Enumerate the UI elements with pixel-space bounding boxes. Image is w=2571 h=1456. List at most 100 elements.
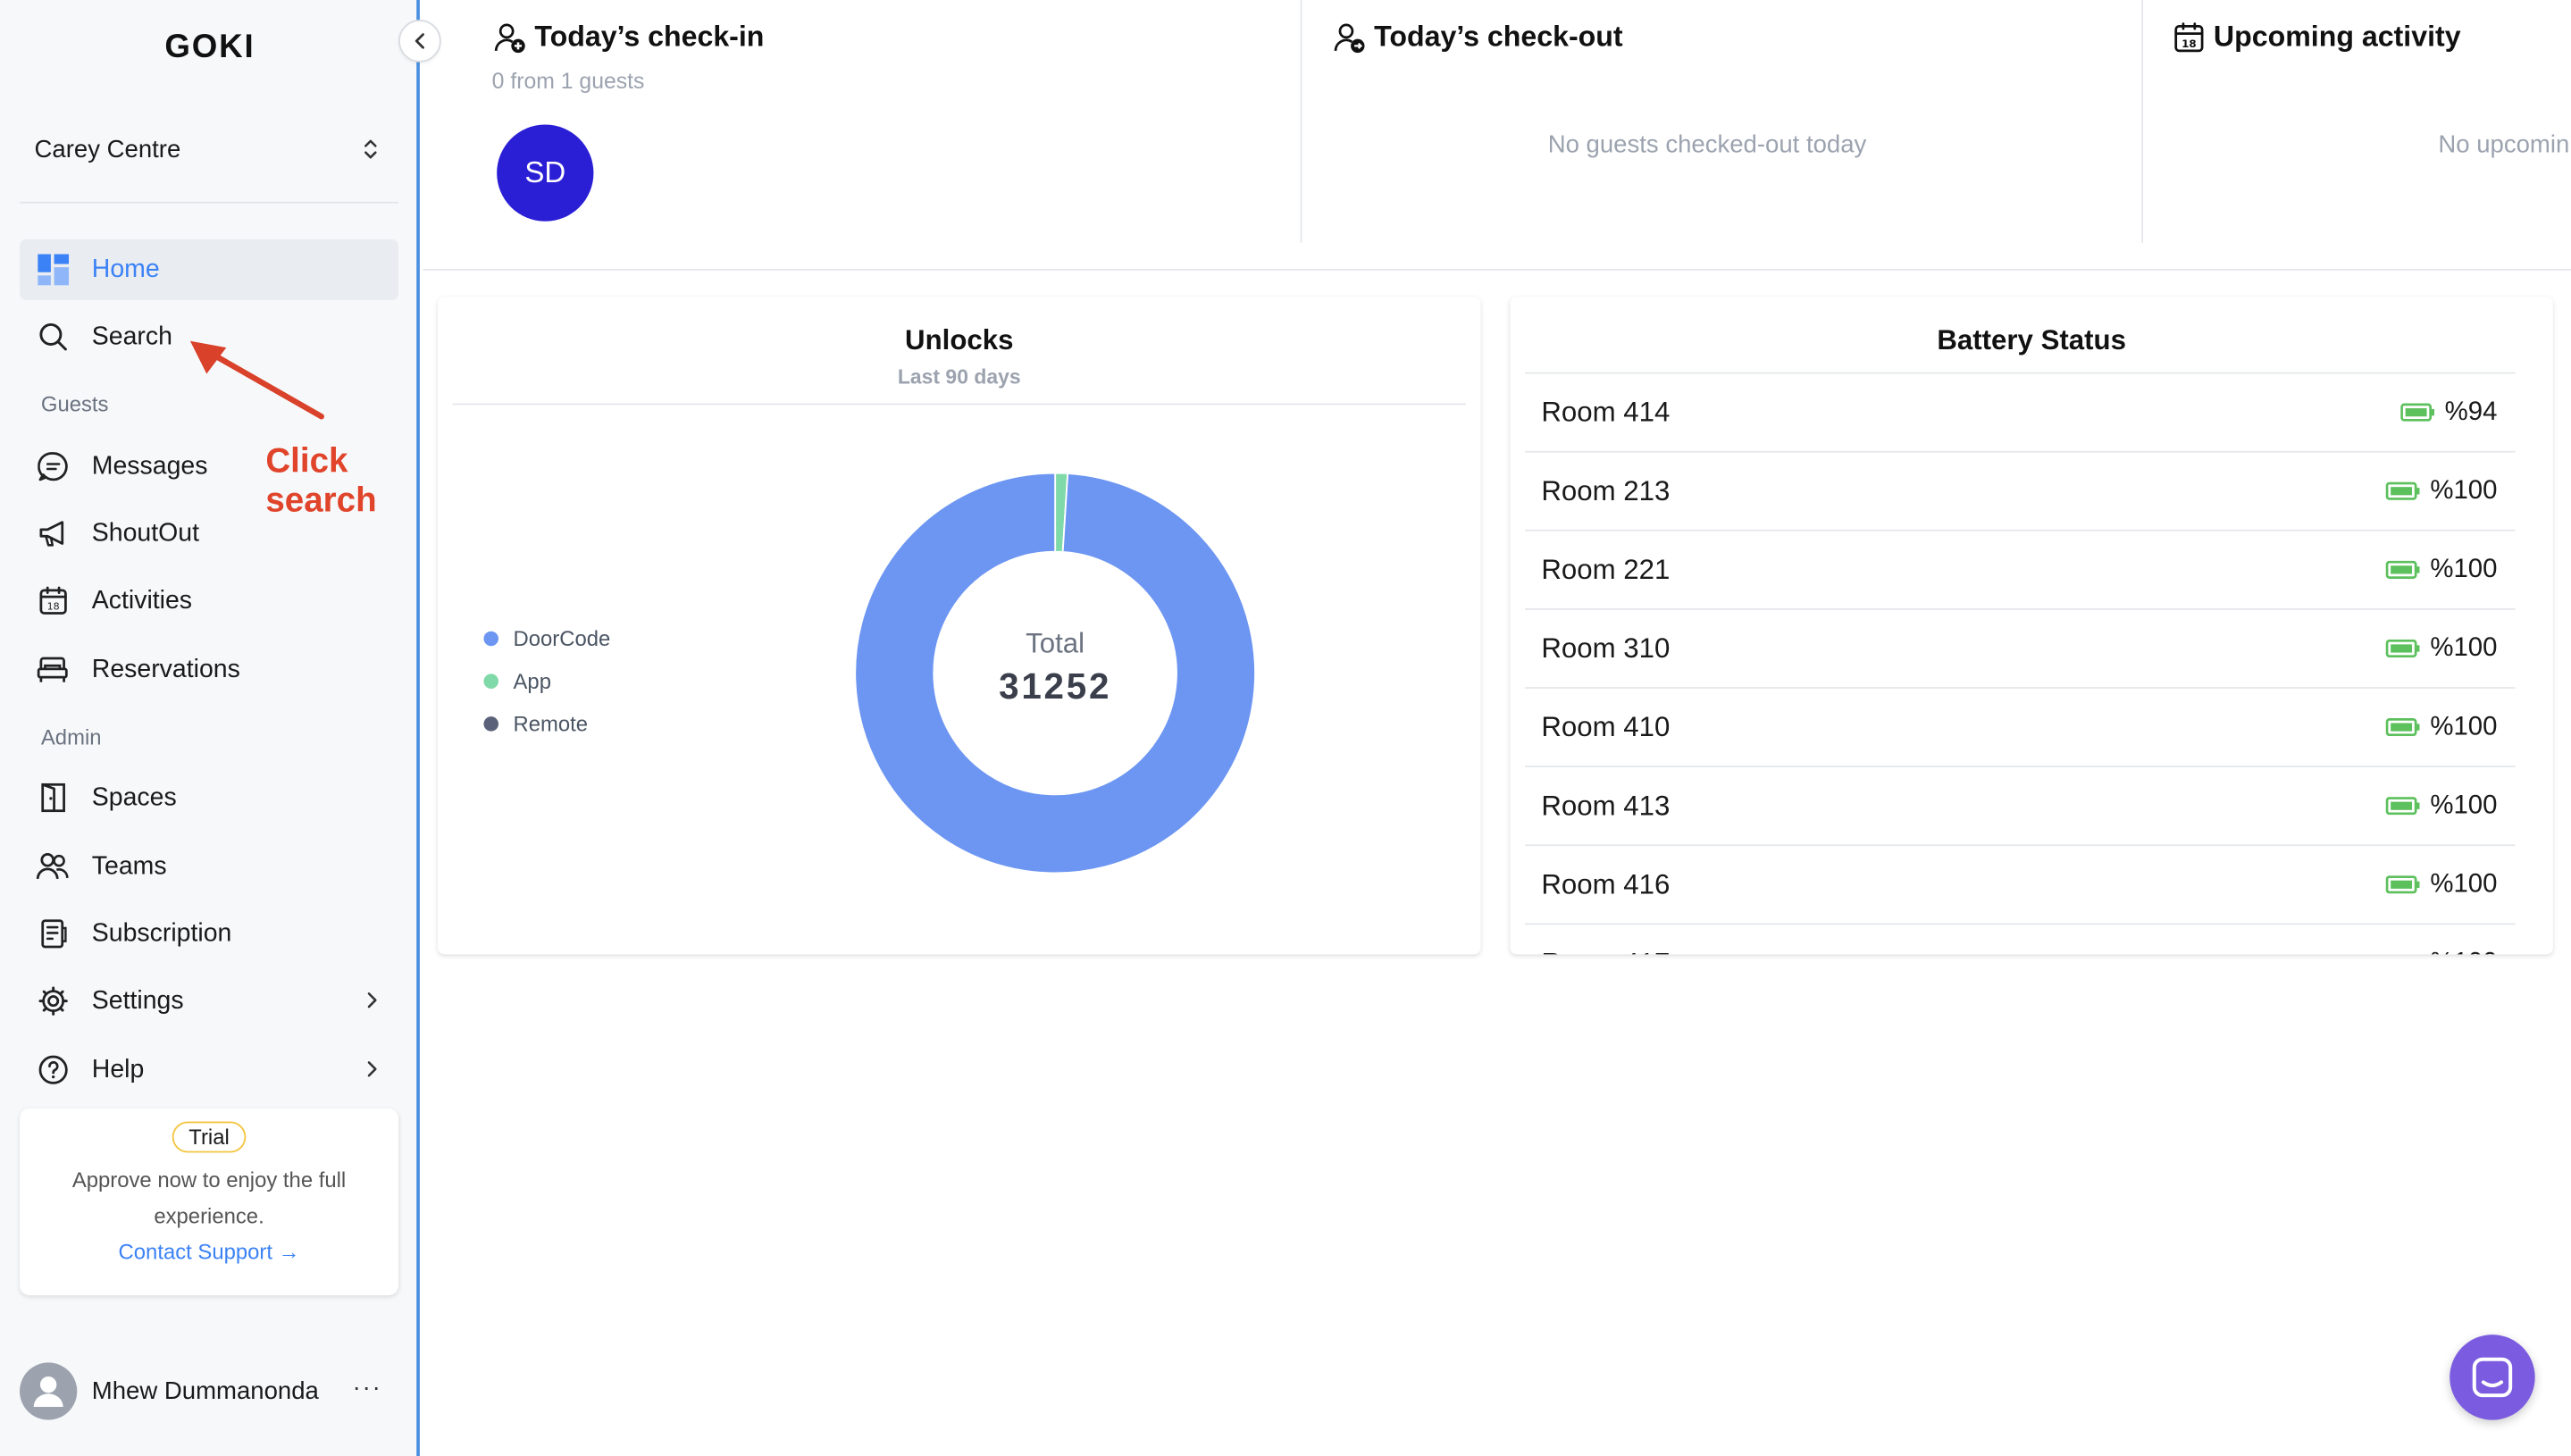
- battery-row[interactable]: Room 416 %100: [1525, 844, 2516, 923]
- battery-level: %100: [2385, 791, 2497, 821]
- chevron-left-icon: [415, 33, 424, 49]
- room-name: Room 414: [1541, 396, 1671, 428]
- battery-level: %100: [2385, 555, 2498, 584]
- legend-label: App: [513, 668, 551, 693]
- sidebar-item-home[interactable]: Home: [20, 238, 399, 300]
- battery-icon: [2385, 481, 2421, 500]
- sidebar-item-activities[interactable]: 18 Activities: [20, 571, 398, 632]
- legend-label: DoorCode: [513, 625, 611, 650]
- sidebar-item-label: Messages: [91, 451, 208, 480]
- sidebar-item-subscription[interactable]: Subscription: [20, 903, 398, 964]
- upcoming-title-text: Upcoming activity: [2213, 20, 2461, 53]
- legend-item-remote[interactable]: Remote: [483, 702, 610, 745]
- battery-level: %100: [2385, 633, 2497, 663]
- room-name: Room 410: [1541, 710, 1671, 742]
- legend-item-doorcode[interactable]: DoorCode: [483, 616, 610, 659]
- battery-icon: [2400, 403, 2435, 422]
- battery-percent: %100: [2430, 712, 2498, 741]
- contact-support-link[interactable]: Contact Support →: [118, 1239, 300, 1265]
- sidebar-item-label: Search: [91, 322, 172, 350]
- card-divider: [1300, 0, 1302, 243]
- battery-percent: %100: [2430, 555, 2498, 583]
- battery-level: %100: [2386, 949, 2497, 954]
- battery-row[interactable]: Room 417 %100: [1525, 923, 2516, 954]
- users-icon: [36, 850, 69, 883]
- battery-level: %100: [2385, 869, 2498, 900]
- sidebar-item-label: Activities: [91, 586, 193, 615]
- checkin-count: 0 from 1 guests: [491, 69, 645, 94]
- sidebar-item-shoutout[interactable]: ShoutOut: [20, 504, 398, 565]
- sidebar-item-label: Spaces: [91, 782, 177, 811]
- unlocks-title: Unlocks: [905, 324, 1014, 356]
- checkin-card: Today’s check-in 0 from 1 guests SD: [423, 0, 1301, 243]
- calendar-icon: 18: [36, 584, 69, 617]
- sidebar-item-reservations[interactable]: Reservations: [20, 640, 398, 700]
- battery-row[interactable]: Room 410 %100: [1525, 687, 2516, 766]
- sidebar-item-label: Settings: [91, 986, 184, 1015]
- sidebar-item-label: Home: [91, 255, 160, 283]
- sidebar-item-label: Teams: [91, 851, 167, 880]
- door-icon: [36, 782, 69, 815]
- chevron-right-icon: [365, 989, 379, 1018]
- bed-icon: [36, 653, 69, 686]
- donut-slice-doorcode[interactable]: [854, 472, 1256, 874]
- sidebar-divider: [20, 201, 399, 204]
- svg-text:18: 18: [2182, 37, 2197, 49]
- unlocks-donut-chart: Total 31252: [854, 472, 1256, 874]
- user-name: Mhew Dummanonda: [91, 1376, 319, 1405]
- checkout-empty-message: No guests checked-out today: [1547, 130, 1867, 160]
- receipt-icon: [36, 917, 69, 950]
- sidebar-item-help[interactable]: Help: [20, 1040, 398, 1100]
- room-name: Room 221: [1541, 553, 1671, 585]
- checkout-card: Today’s check-out No guests checked-out …: [1302, 0, 2141, 243]
- chevron-right-icon: [365, 1058, 379, 1087]
- battery-row[interactable]: Room 213 %100: [1525, 450, 2516, 530]
- guest-avatar[interactable]: SD: [497, 124, 594, 222]
- trial-card: Trial Approve now to enjoy the full expe…: [20, 1108, 399, 1296]
- battery-level: %100: [2385, 476, 2498, 506]
- donut-total-label: Total: [1026, 628, 1085, 659]
- annotation-arrow-icon: [189, 340, 324, 420]
- sidebar-item-search[interactable]: Search: [20, 306, 398, 367]
- battery-percent: %94: [2444, 397, 2498, 426]
- chart-legend: DoorCode App Remote: [483, 616, 610, 744]
- battery-status-card: Battery Status Room 414 %94 Room 213 %100 Ro…: [1510, 297, 2553, 955]
- sidebar-item-label: ShoutOut: [91, 518, 200, 548]
- sidebar: GOKI Carey Centre Home Search Guests: [0, 0, 420, 1456]
- battery-percent: %100: [2430, 476, 2498, 505]
- unlocks-card: Unlocks Last 90 days DoorCode App Remote…: [438, 297, 1481, 955]
- more-options-icon[interactable]: ···: [352, 1374, 382, 1402]
- battery-icon: [2385, 875, 2421, 894]
- legend-label: Remote: [513, 710, 589, 736]
- property-selector[interactable]: Carey Centre: [20, 118, 398, 180]
- sidebar-item-teams[interactable]: Teams: [20, 836, 398, 897]
- collapse-sidebar-button[interactable]: [398, 20, 441, 63]
- upcoming-title: 18 Upcoming activity: [2173, 20, 2461, 54]
- chat-launcher-button[interactable]: [2450, 1335, 2535, 1420]
- sidebar-item-messages[interactable]: Messages: [20, 436, 398, 497]
- sidebar-item-label: Help: [91, 1055, 145, 1084]
- battery-icon: [2385, 560, 2421, 579]
- battery-row[interactable]: Room 310 %100: [1525, 608, 2516, 687]
- user-profile[interactable]: Mhew Dummanonda ···: [20, 1361, 398, 1420]
- chevron-updown-icon: [363, 136, 379, 169]
- legend-swatch: [483, 630, 498, 646]
- battery-level: %94: [2400, 397, 2497, 427]
- legend-item-app[interactable]: App: [483, 659, 610, 702]
- battery-row[interactable]: Room 413 %100: [1525, 766, 2516, 844]
- battery-icon: [2385, 797, 2421, 816]
- battery-row[interactable]: Room 221 %100: [1525, 529, 2516, 608]
- search-icon: [36, 321, 69, 354]
- goki-logo[interactable]: GOKI: [164, 29, 255, 66]
- checkout-title: Today’s check-out: [1333, 20, 1623, 54]
- battery-icon: [2385, 717, 2421, 737]
- sidebar-item-settings[interactable]: Settings: [20, 971, 398, 1032]
- donut-total-value: 31252: [999, 665, 1112, 707]
- room-name: Room 310: [1541, 632, 1671, 664]
- unlocks-divider: [452, 403, 1466, 406]
- battery-row[interactable]: Room 414 %94: [1525, 372, 2516, 451]
- sidebar-item-spaces[interactable]: Spaces: [20, 767, 398, 828]
- room-name: Room 417: [1541, 947, 1670, 954]
- battery-percent: %100: [2430, 869, 2498, 898]
- legend-swatch: [483, 715, 498, 731]
